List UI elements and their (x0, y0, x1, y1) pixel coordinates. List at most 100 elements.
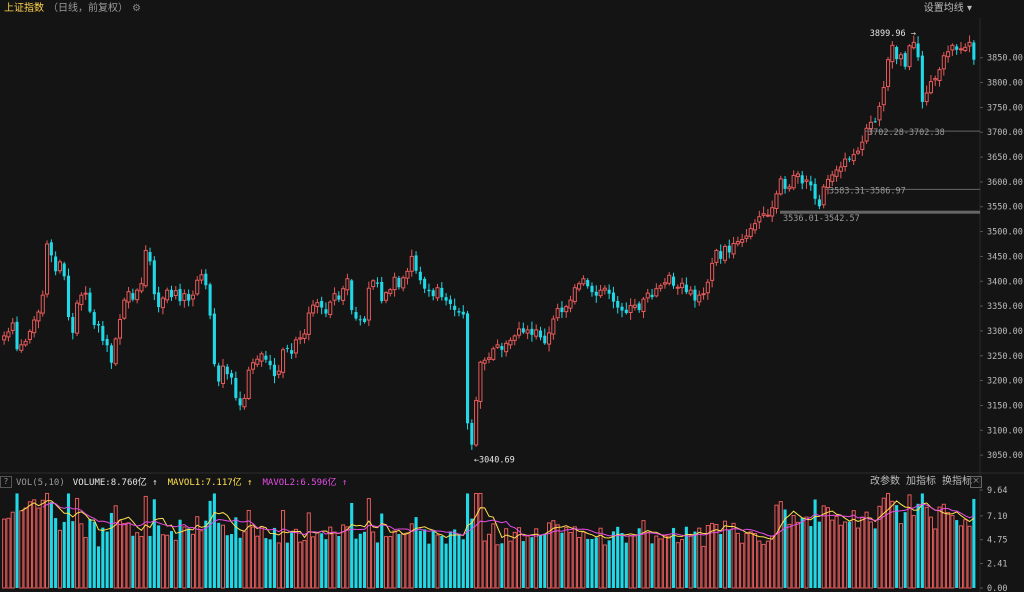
volume-bar-up (710, 522, 715, 589)
volume-bar-up (731, 522, 736, 589)
volume-bar-down (727, 529, 731, 588)
candle-up (667, 274, 672, 284)
candle-up (963, 46, 968, 51)
edit-params-button[interactable]: 改参数 (870, 476, 900, 487)
mavol1-value: MAVOL1:7.117亿 ↑ (167, 478, 253, 488)
volume-bar-down (324, 539, 328, 588)
candle-up (512, 335, 517, 341)
candle-up (958, 48, 964, 51)
candle-up (950, 44, 955, 51)
volume-bar-down (88, 518, 92, 588)
close-icon[interactable]: × (970, 476, 982, 488)
candle-down (650, 294, 654, 298)
price-tick-label: 3600.00 (987, 178, 1023, 188)
volume-bar-up (933, 528, 938, 589)
volume-bar-up (722, 520, 728, 589)
volume-bar-up (838, 524, 843, 589)
candle-up (602, 287, 607, 291)
candle-up (924, 92, 929, 103)
gap-label-2: 3583.31-3586.97 (829, 186, 906, 196)
price-tick-label: 3150.00 (987, 401, 1023, 411)
volume-bar-down (152, 499, 156, 588)
candle-down (847, 158, 851, 160)
volume-bar-up (632, 535, 637, 589)
candle-down (624, 309, 628, 314)
candle-up (564, 306, 569, 313)
volume-bar-down (320, 533, 324, 588)
gear-icon[interactable]: ⚙ (132, 3, 141, 14)
candle-down (49, 242, 53, 256)
gap-label-3: 3536.01-3542.57 (783, 214, 860, 224)
add-indicator-button[interactable]: 加指标 (906, 476, 936, 487)
change-indicator-button[interactable]: 换指标 (942, 476, 972, 487)
candle-up (907, 45, 912, 68)
candle-up (722, 245, 728, 261)
candle-up (23, 340, 28, 346)
volume-bar-down (590, 538, 594, 588)
gap-band (780, 210, 980, 214)
candle-up (534, 329, 539, 337)
candle-down (131, 293, 135, 300)
candle-down (466, 313, 470, 424)
volume-bar-down (272, 527, 277, 588)
volume-bar-down (225, 535, 229, 588)
volume-bar-up (950, 514, 955, 589)
volume-bar-up (371, 531, 376, 589)
volume-bar-down (560, 532, 564, 588)
volume-bar-down (101, 527, 105, 588)
volume-bar-up (341, 524, 346, 589)
candle-down (96, 324, 101, 326)
help-icon[interactable]: ? (0, 476, 12, 488)
candle-up (868, 121, 873, 130)
candle-down (423, 278, 427, 289)
volume-bar-down (157, 525, 161, 588)
candle-down (71, 317, 75, 333)
candle-up (250, 362, 256, 370)
candle-down (109, 345, 113, 363)
candle-down (457, 311, 461, 313)
candle-down (590, 285, 594, 293)
volume-bar-down (783, 509, 787, 588)
volume-bar-down (470, 518, 474, 588)
candle-up (658, 285, 663, 289)
candle-up (598, 289, 603, 297)
volume-tick-label: 4.75 (987, 536, 1007, 546)
candle-down (431, 290, 435, 297)
candle-up (117, 318, 123, 339)
candle-up (435, 287, 440, 299)
ma-setting-button[interactable]: 设置均线 ▾ (923, 3, 972, 14)
volume-bar-up (641, 520, 646, 589)
candle-up (242, 397, 247, 408)
volume-bar-up (143, 495, 148, 589)
candle-up (126, 291, 131, 303)
volume-bar-down (148, 535, 152, 588)
volume-bar-down (363, 531, 367, 588)
volume-bar-down (607, 540, 611, 588)
index-name: 上证指数 (4, 3, 44, 14)
candle-up (478, 361, 483, 403)
candle-up (740, 239, 745, 243)
candle-up (735, 241, 740, 245)
candle-down (62, 263, 66, 277)
volume-bar-up (220, 524, 226, 589)
volume-bar-up (963, 519, 968, 589)
low-price-label: ←3040.69 (474, 456, 515, 466)
volume-bar-down (187, 528, 191, 588)
candle-up (409, 255, 414, 272)
volume-bar-down (238, 537, 242, 588)
candle-down (178, 289, 182, 302)
volume-bar-up (126, 522, 131, 589)
volume-bar-up (868, 521, 873, 589)
gap-label-1: 3702.28-3702.38 (868, 128, 945, 138)
volume-bar-down (131, 535, 135, 588)
volume-bar-down (813, 499, 817, 588)
candle-up (855, 150, 861, 154)
volume-bar-up (568, 532, 573, 589)
volume-bar-up (937, 506, 942, 589)
volume-value: VOLUME:8.760亿 ↑ (72, 478, 158, 488)
candle-down (427, 289, 431, 292)
volume-bar-up (482, 540, 487, 589)
candle-up (345, 278, 350, 291)
candle-down (285, 347, 289, 349)
